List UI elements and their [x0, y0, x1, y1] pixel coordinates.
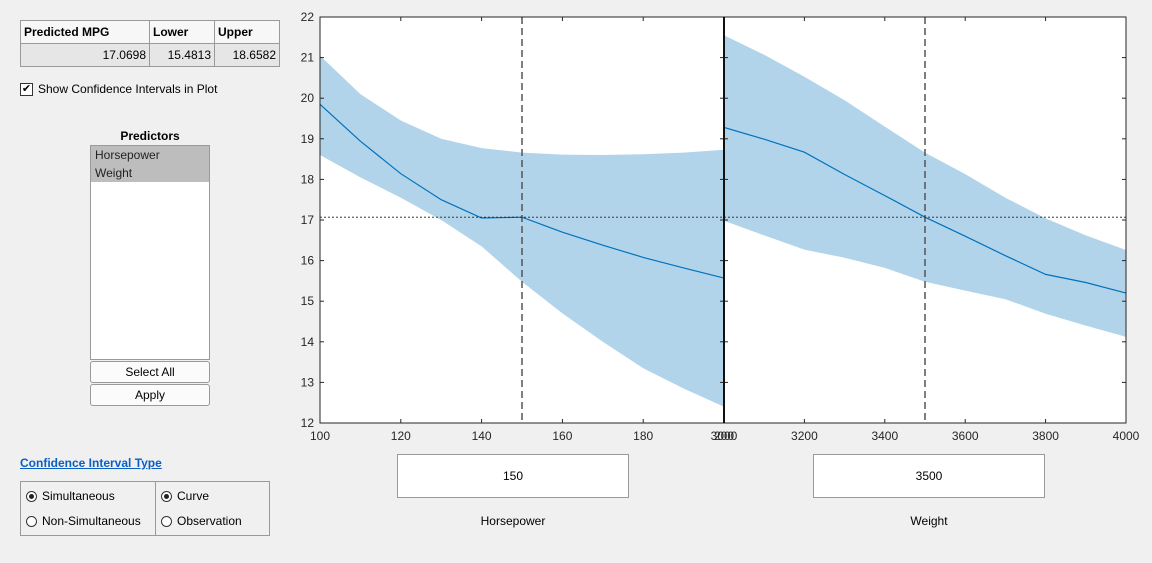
radio-row-observation[interactable]: Observation — [161, 514, 242, 528]
predictors-listbox[interactable]: Horsepower Weight — [90, 145, 210, 360]
ytick-label: 19 — [301, 132, 315, 146]
prediction-slice-plot: 100 120 140 160 180 200 12 13 14 15 16 17 18 19 20 21 22… — [301, 10, 1140, 443]
predicted-mpg-value: 17.0698 — [20, 43, 150, 67]
ytick-label: 17 — [301, 213, 315, 227]
simultaneous-radio[interactable] — [26, 490, 37, 502]
lower-value: 15.4813 — [149, 43, 215, 67]
ytick-label: 16 — [301, 254, 315, 268]
ci-type-link[interactable]: Confidence Interval Type — [20, 456, 162, 470]
weight-value-input[interactable]: 3500 — [813, 454, 1045, 498]
horsepower-value-input[interactable]: 150 — [397, 454, 629, 498]
ytick-label: 21 — [301, 51, 315, 65]
curve-radio[interactable] — [161, 490, 172, 502]
radio-row-curve[interactable]: Curve — [161, 489, 209, 503]
weight-xtick-label: 3000 — [711, 429, 738, 443]
weight-xtick-label: 3200 — [791, 429, 818, 443]
weight-axis-label: Weight — [910, 514, 948, 528]
ytick-label: 22 — [301, 10, 315, 24]
ytick-label: 20 — [301, 91, 315, 105]
show-ci-checkbox[interactable]: ✔ — [20, 83, 33, 96]
ci-bound-type-group: Curve Observation — [155, 481, 270, 536]
horsepower-xtick-label: 120 — [391, 429, 411, 443]
ci-simultaneity-group: Simultaneous Non-Simultaneous — [20, 481, 156, 536]
list-item-weight[interactable]: Weight — [91, 164, 209, 182]
simultaneous-label[interactable]: Simultaneous — [42, 489, 115, 503]
show-ci-label[interactable]: Show Confidence Intervals in Plot — [38, 82, 218, 96]
weight-xtick-label: 3800 — [1032, 429, 1059, 443]
horsepower-xtick-label: 180 — [633, 429, 653, 443]
observation-label[interactable]: Observation — [177, 514, 242, 528]
non-simultaneous-label[interactable]: Non-Simultaneous — [42, 514, 141, 528]
upper-value: 18.6582 — [214, 43, 280, 67]
predictors-title: Predictors — [120, 129, 180, 143]
ytick-label: 15 — [301, 294, 315, 308]
ytick-label: 13 — [301, 375, 315, 389]
weight-xtick-label: 4000 — [1113, 429, 1140, 443]
curve-label[interactable]: Curve — [177, 489, 210, 503]
ytick-label: 18 — [301, 172, 315, 186]
radio-row-non-simultaneous[interactable]: Non-Simultaneous — [26, 514, 141, 528]
horsepower-xtick-label: 200 — [714, 429, 734, 443]
header-upper: Upper — [214, 20, 280, 44]
weight-xtick-label: 3600 — [952, 429, 979, 443]
weight-xtick-label: 3400 — [871, 429, 898, 443]
observation-radio[interactable] — [161, 515, 172, 527]
horsepower-xtick-label: 100 — [310, 429, 330, 443]
ytick-label: 12 — [301, 416, 315, 430]
select-all-button[interactable]: Select All — [90, 361, 210, 383]
list-item-horsepower[interactable]: Horsepower — [91, 146, 209, 164]
horsepower-axis-label: Horsepower — [480, 514, 546, 528]
ytick-label: 14 — [301, 335, 315, 349]
horsepower-xtick-label: 160 — [552, 429, 572, 443]
horsepower-xtick-label: 140 — [472, 429, 492, 443]
header-predicted-mpg: Predicted MPG — [20, 20, 150, 44]
apply-button[interactable]: Apply — [90, 384, 210, 406]
checkmark-icon: ✔ — [21, 83, 32, 95]
non-simultaneous-radio[interactable] — [26, 515, 37, 527]
radio-row-simultaneous[interactable]: Simultaneous — [26, 489, 115, 503]
prediction-results-table: Predicted MPG Lower Upper 17.0698 15.481… — [20, 20, 280, 67]
